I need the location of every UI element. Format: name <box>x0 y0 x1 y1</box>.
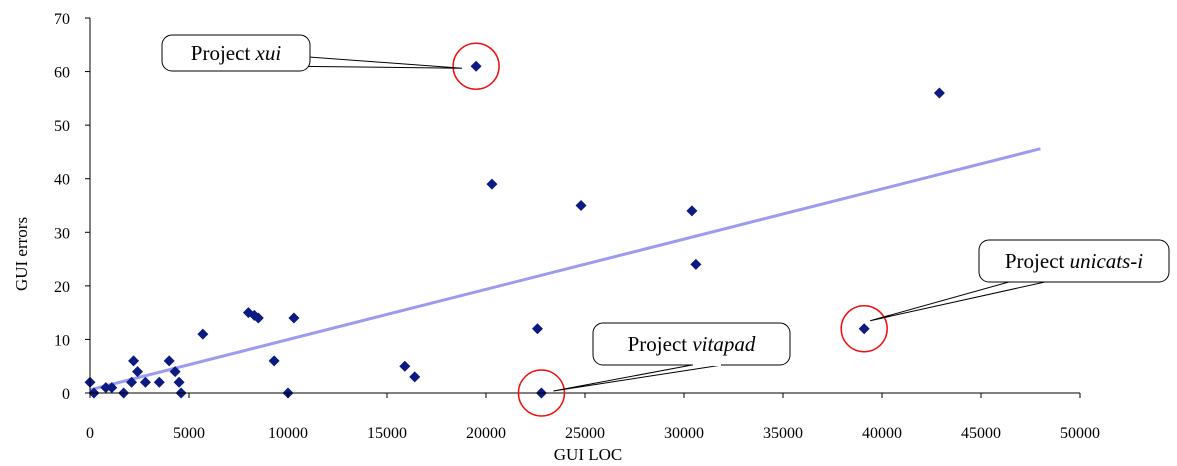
data-point <box>174 377 185 388</box>
callout-label: Project xui <box>191 41 282 65</box>
data-point <box>686 205 697 216</box>
data-point <box>409 371 420 382</box>
data-point <box>576 200 587 211</box>
x-tick-label: 40000 <box>862 425 902 442</box>
data-point <box>140 377 151 388</box>
callout-project-name: unicats-i <box>1070 249 1144 273</box>
y-tick-label: 70 <box>54 11 70 28</box>
x-tick-label: 50000 <box>1060 425 1100 442</box>
trendline <box>90 149 1040 390</box>
x-tick-label: 0 <box>86 425 94 442</box>
x-axis-title: GUI LOC <box>554 445 622 464</box>
x-tick-label: 45000 <box>961 425 1001 442</box>
y-tick-label: 10 <box>54 332 70 349</box>
data-point <box>164 355 175 366</box>
callout-pointer <box>870 280 1054 321</box>
x-tick-label: 25000 <box>565 425 605 442</box>
data-point <box>532 323 543 334</box>
trendline-layer <box>90 149 1040 390</box>
data-point <box>288 313 299 324</box>
y-tick-label: 60 <box>54 65 70 82</box>
x-tick-label: 35000 <box>763 425 803 442</box>
callout-prefix: Project <box>1005 249 1070 273</box>
callout: Project vitapad <box>518 323 790 416</box>
data-point <box>934 88 945 99</box>
y-tick-label: 50 <box>54 118 70 135</box>
data-point <box>197 329 208 340</box>
x-tick-label: 20000 <box>466 425 506 442</box>
y-axis-title: GUI errors <box>12 217 31 291</box>
data-point <box>399 361 410 372</box>
data-point <box>486 179 497 190</box>
callout-project-name: vitapad <box>692 332 755 356</box>
callout-label: Project vitapad <box>628 332 756 356</box>
data-points <box>85 61 945 399</box>
y-tick-label: 0 <box>62 386 70 403</box>
data-point <box>128 355 139 366</box>
callout: Project unicats-i <box>841 240 1169 352</box>
y-tick-label: 40 <box>54 172 70 189</box>
data-point <box>859 323 870 334</box>
callout-prefix: Project <box>628 332 693 356</box>
data-point <box>269 355 280 366</box>
callout-project-name: xui <box>255 41 282 65</box>
callout-joint <box>1017 278 1053 281</box>
callout-label: Project unicats-i <box>1005 249 1143 273</box>
x-tick-label: 15000 <box>367 425 407 442</box>
data-point <box>690 259 701 270</box>
callout: Project xui <box>162 35 499 89</box>
x-tick-label: 5000 <box>173 425 205 442</box>
callout-prefix: Project <box>191 41 256 65</box>
data-point <box>471 61 482 72</box>
callout-pointer <box>553 365 722 391</box>
y-tick-label: 30 <box>54 225 70 242</box>
data-point <box>154 377 165 388</box>
axes: 0 10 20 30 40 50 60 70 0 5000 10000 15000 20000 25000… <box>54 11 1100 442</box>
x-tick-label: 10000 <box>268 425 308 442</box>
callout-joint <box>693 363 721 366</box>
y-tick-label: 20 <box>54 279 70 296</box>
x-tick-label: 30000 <box>664 425 704 442</box>
